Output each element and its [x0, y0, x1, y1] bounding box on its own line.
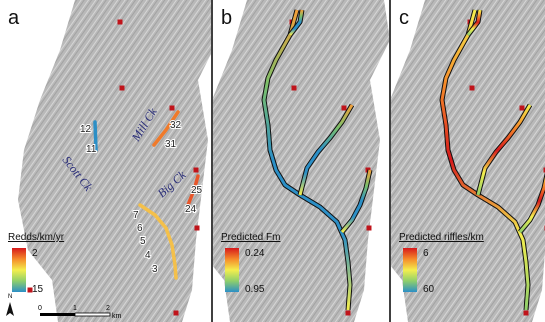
reach-label: 11: [86, 144, 97, 155]
site-marker: [194, 168, 199, 173]
legend-title: Redds/km/yr: [8, 232, 65, 243]
site-marker: [174, 311, 179, 316]
color-bar: [225, 248, 239, 292]
reach-label: 4: [145, 250, 151, 261]
scale-bar: [40, 313, 75, 316]
reach-label: 31: [165, 139, 177, 150]
north-label: N: [8, 294, 12, 300]
legend-bottom-label: 60: [423, 284, 435, 295]
scale-bar: [75, 313, 110, 316]
legend-bottom-label: 0.95: [245, 284, 265, 295]
scale-label: 1: [73, 305, 77, 312]
site-marker: [170, 106, 175, 111]
site-marker: [195, 226, 200, 231]
site-marker: [292, 86, 297, 91]
legend-bottom-label: 15: [32, 284, 44, 295]
reach-label: 24: [185, 204, 197, 215]
color-bar: [12, 248, 26, 292]
reach-label: 6: [137, 223, 143, 234]
legend-top-label: 6: [423, 248, 429, 259]
site-marker: [342, 106, 347, 111]
panel-letter: a: [8, 7, 20, 29]
scale-unit: km: [112, 313, 122, 320]
reach-label: 12: [80, 124, 92, 135]
scale-label: 2: [106, 305, 110, 312]
legend-top-label: 2: [32, 248, 38, 259]
legend-top-label: 0.24: [245, 248, 265, 259]
reach-label: 5: [140, 236, 146, 247]
legend-title: Predicted riffles/km: [399, 232, 484, 243]
site-marker: [367, 226, 372, 231]
color-bar: [403, 248, 417, 292]
site-marker: [470, 86, 475, 91]
site-marker: [118, 20, 123, 25]
panel-letter: c: [399, 7, 409, 29]
reach-label: 25: [191, 185, 203, 196]
site-marker: [120, 86, 125, 91]
legend-title: Predicted Fm: [221, 232, 280, 243]
reach-label: 32: [170, 120, 182, 131]
panel-letter: b: [221, 7, 232, 29]
figure: aRedds/km/yr215bPredicted Fm0.240.95cPre…: [0, 0, 545, 322]
reach-label: 3: [152, 264, 158, 275]
scale-label: 0: [38, 305, 42, 312]
reach-label: 7: [133, 210, 139, 221]
site-marker: [346, 311, 351, 316]
site-marker: [524, 311, 529, 316]
site-marker: [520, 106, 525, 111]
